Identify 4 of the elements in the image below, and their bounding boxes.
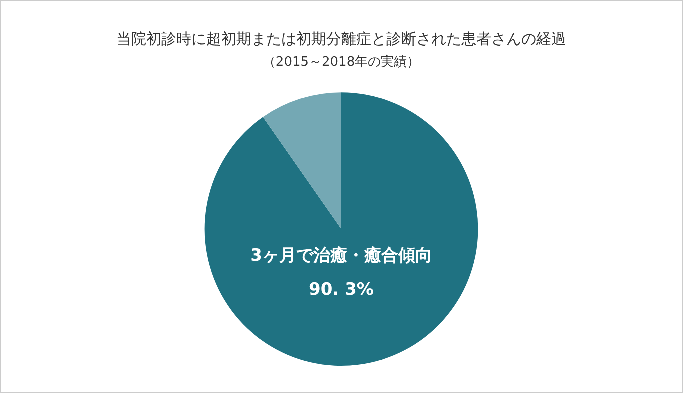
chart-subtitle: （2015～2018年の実績） bbox=[262, 54, 420, 70]
data-label: 90. 3% bbox=[309, 280, 374, 300]
slice-label: 3ヶ月で治癒・癒合傾向 bbox=[250, 246, 432, 266]
chart-title: 当院初診時に超初期または初期分離症と診断された患者さんの経過 bbox=[116, 30, 566, 48]
